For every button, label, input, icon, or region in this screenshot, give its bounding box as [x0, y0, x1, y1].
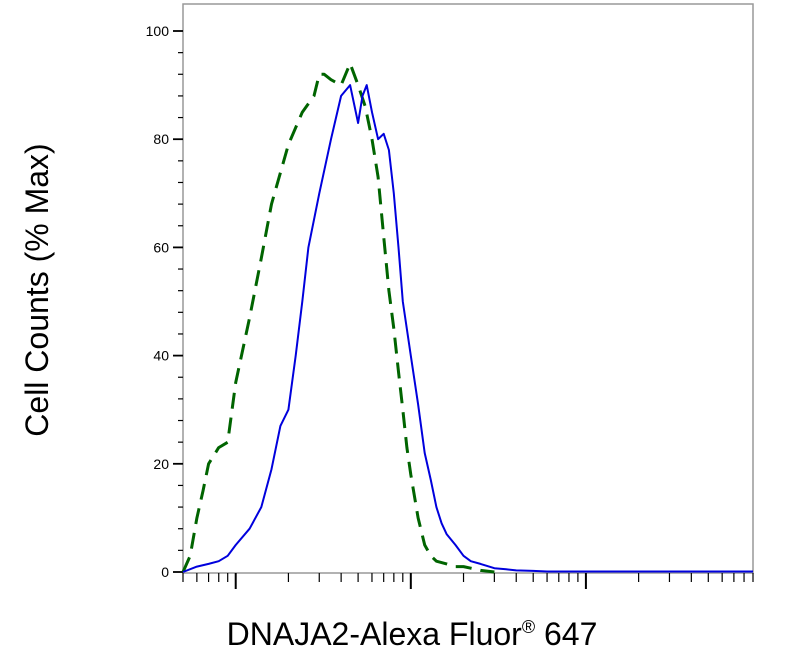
x-axis-title-suffix: 647	[535, 616, 597, 652]
y-tick-label: 0	[161, 564, 169, 580]
y-tick-label: 40	[153, 348, 169, 364]
y-tick-label: 20	[153, 456, 169, 472]
y-axis: 0 20 40 60 80 100	[146, 23, 183, 580]
dashed-series-line	[181, 62, 495, 574]
x-axis	[182, 573, 754, 589]
x-axis-title-sup: ®	[522, 617, 535, 637]
series-layer	[181, 62, 753, 574]
y-tick-label: 80	[153, 131, 169, 147]
solid-series-line	[182, 84, 753, 573]
x-axis-title-main: DNAJA2-Alexa Fluor	[227, 616, 523, 652]
plot-frame	[182, 3, 754, 574]
y-tick-label: 100	[146, 23, 170, 39]
y-tick-label: 60	[153, 239, 169, 255]
y-axis-title: Cell Counts (% Max)	[19, 143, 55, 436]
x-axis-title: DNAJA2-Alexa Fluor® 647	[227, 616, 598, 652]
